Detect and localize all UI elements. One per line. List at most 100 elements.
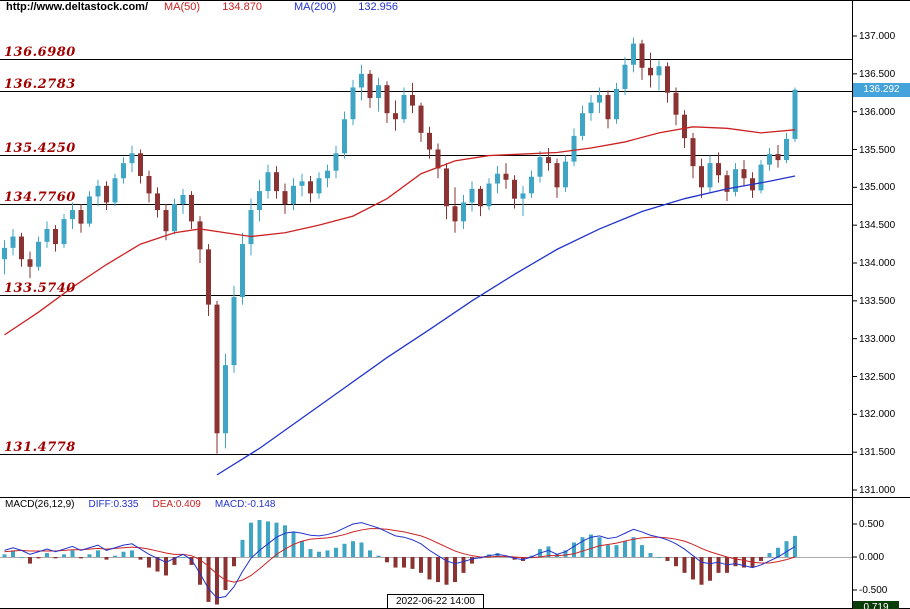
macd-histogram-bar [572,542,576,557]
macd-histogram-bar [359,542,364,557]
candle-body [112,178,118,203]
candle-body [359,73,364,88]
macd-histogram-bar [317,551,321,557]
candle-body [758,164,764,191]
candle-body [452,206,458,222]
candle-body [707,163,713,188]
macd-histogram-bar [657,557,661,558]
candle-body [240,244,245,298]
candle-body [699,166,704,188]
macd-value-badge: 0.719 [853,601,899,609]
candle-body [206,249,211,305]
candle-body [350,87,356,120]
candle-body [486,183,492,207]
candle-body [78,210,84,224]
macd-histogram-bar [631,537,636,557]
ma200-line [216,175,796,476]
macd-histogram-bar [368,550,372,557]
macd-histogram-bar [385,557,389,563]
level-label-5: 131.4778 [4,439,76,455]
candle-body [656,66,662,76]
macd-histogram-bar [351,541,355,557]
candle-body [605,95,611,120]
candle-body [512,179,517,199]
candle-body [478,188,483,207]
candle-body [325,170,330,179]
macd-histogram-bar [325,550,330,557]
candle-body [36,241,41,267]
macd-histogram-bar [716,557,721,573]
candle-body [214,304,220,434]
candle-body [461,202,466,222]
macd-histogram-bar [589,534,593,557]
candle-body [580,113,585,136]
macd-histogram-bar [53,557,58,559]
ma50-legend: MA(50) 134.870 [164,1,262,13]
macd-title: MACD(26,12,9) [5,499,75,510]
candle-body [690,138,696,167]
macd-histogram-bar [674,557,678,567]
candle-body [180,194,186,204]
macd-histogram-bar [249,522,253,557]
price-axis-label: 136.500 [859,68,896,80]
macd-histogram-bar [283,525,287,557]
macd-histogram-bar [546,546,551,557]
candle-body [427,132,432,150]
macd-histogram-bar [28,557,32,564]
macd-histogram-bar [45,553,49,557]
candle-body [665,66,670,93]
macd-histogram-bar [776,547,780,557]
macd-histogram-bar [580,537,585,557]
candle-body [444,168,449,207]
candle-body [291,185,296,204]
macd-histogram-bar [640,545,644,557]
candle-body [792,89,798,139]
candle-body [129,153,135,164]
macd-histogram-bar [87,554,92,557]
macd-histogram-bar [121,551,126,557]
candle-body [520,193,526,199]
candle-body [597,95,602,103]
macd-histogram-bar [2,554,7,557]
price-axis-label: 135.500 [859,144,896,156]
macd-histogram-bar [274,522,279,557]
candle-body [639,43,645,68]
price-axis-label: 134.000 [859,258,896,269]
macd-histogram-bar [614,545,619,557]
macd-histogram-bar [436,557,440,583]
price-axis-label: 134.500 [859,220,896,232]
candle-body [138,153,143,176]
candle-body [333,153,339,171]
candle-body [571,135,577,162]
candle-body [172,203,177,232]
ma200-legend: MA(200) 132.956 [293,1,399,13]
price-axis-label: 137.000 [859,31,896,42]
candle-body [418,105,424,133]
macd-histogram-bar [682,557,687,573]
macd-histogram-bar [665,557,670,561]
macd-legend: MACD(26,12,9) DIFF:0.335 DEA:0.409 MACD:-0.… [5,499,289,511]
price-axis-label: 133.500 [859,295,896,307]
macd-histogram-bar [402,557,406,568]
macd-histogram-bar [563,550,568,557]
candle-body [265,172,271,192]
candle-body [70,210,75,220]
candle-body [248,210,254,245]
macd-histogram-bar [130,550,134,557]
macd-diff-line [4,522,796,599]
source-url[interactable]: http://www.deltastock.com/ [6,1,148,13]
candle-body [384,85,390,114]
macd-histogram-bar [198,557,202,585]
macd-axis-label: 0.000 [859,552,885,563]
macd-histogram-bar [36,557,41,559]
macd-histogram-bar [342,543,347,557]
macd-histogram-bar [181,557,185,558]
current-price-badge: 136.292 [853,82,910,97]
macd-diff-value: DIFF:0.335 [88,499,139,510]
price-axis-label: 131.500 [859,447,896,459]
candle-body [299,181,305,186]
macd-histogram-bar [189,557,194,565]
macd-histogram-bar [393,557,398,568]
level-label-1: 136.2783 [4,76,76,92]
